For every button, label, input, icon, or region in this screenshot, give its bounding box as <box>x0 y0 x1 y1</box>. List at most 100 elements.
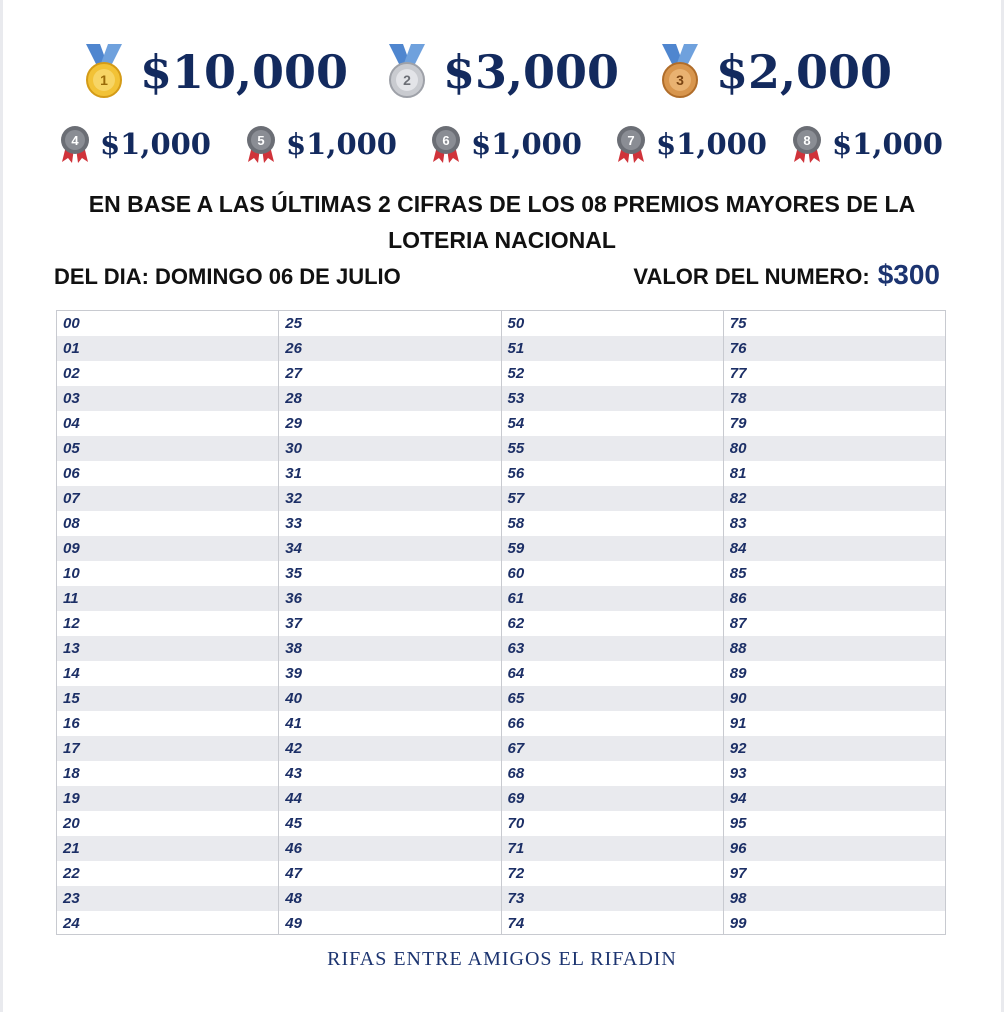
number-cell[interactable]: 95 <box>729 815 747 832</box>
number-cell[interactable]: 22 <box>63 865 80 882</box>
number-cell[interactable]: 16 <box>63 715 80 732</box>
number-cell[interactable]: 45 <box>285 815 302 832</box>
number-cell[interactable]: 26 <box>279 336 501 361</box>
number-cell[interactable]: 60 <box>507 565 525 582</box>
number-cell[interactable]: 49 <box>285 915 302 932</box>
number-cell[interactable]: 09 <box>57 536 279 561</box>
number-cell[interactable]: 08 <box>63 515 80 532</box>
number-cell[interactable]: 65 <box>501 686 723 711</box>
number-cell[interactable]: 39 <box>285 665 302 682</box>
number-cell[interactable]: 78 <box>723 386 945 411</box>
number-cell[interactable]: 89 <box>729 665 747 682</box>
number-cell[interactable]: 15 <box>57 686 279 711</box>
number-cell[interactable]: 76 <box>723 336 945 361</box>
number-cell[interactable]: 53 <box>501 386 723 411</box>
number-cell[interactable]: 11 <box>57 586 279 611</box>
number-cell[interactable]: 19 <box>57 786 279 811</box>
number-cell[interactable]: 18 <box>63 765 80 782</box>
number-cell[interactable]: 87 <box>729 615 747 632</box>
number-cell[interactable]: 48 <box>279 886 501 911</box>
number-cell[interactable]: 36 <box>279 586 501 611</box>
number-cell[interactable]: 81 <box>729 465 747 482</box>
number-cell[interactable]: 17 <box>57 736 279 761</box>
number-cell[interactable]: 58 <box>507 515 525 532</box>
number-cell[interactable]: 30 <box>279 436 501 461</box>
number-cell[interactable]: 50 <box>507 315 525 332</box>
number-cell[interactable]: 20 <box>63 815 80 832</box>
number-cell[interactable]: 41 <box>285 715 302 732</box>
number-cell[interactable]: 97 <box>729 865 747 882</box>
number-cell[interactable]: 44 <box>279 786 501 811</box>
number-cell[interactable]: 10 <box>63 565 80 582</box>
number-cell[interactable]: 73 <box>501 886 723 911</box>
number-cell[interactable]: 47 <box>285 865 302 882</box>
number-cell[interactable]: 55 <box>501 436 723 461</box>
number-cell[interactable]: 85 <box>729 565 747 582</box>
number-cell[interactable]: 84 <box>723 536 945 561</box>
number-cell[interactable]: 40 <box>279 686 501 711</box>
number-cell[interactable]: 93 <box>729 765 747 782</box>
number-cell[interactable]: 13 <box>57 636 279 661</box>
number-cell[interactable]: 91 <box>729 715 747 732</box>
number-cell[interactable]: 12 <box>63 615 80 632</box>
number-cell[interactable]: 28 <box>279 386 501 411</box>
number-cell[interactable]: 02 <box>63 365 80 382</box>
number-cell[interactable]: 74 <box>507 915 525 932</box>
number-cell[interactable]: 01 <box>57 336 279 361</box>
number-cell[interactable]: 72 <box>507 865 525 882</box>
number-cell[interactable]: 21 <box>57 836 279 861</box>
number-cell[interactable]: 27 <box>285 365 302 382</box>
number-cell[interactable]: 82 <box>723 486 945 511</box>
number-cell[interactable]: 86 <box>723 586 945 611</box>
number-cell[interactable]: 25 <box>285 315 302 332</box>
number-cell[interactable]: 61 <box>501 586 723 611</box>
number-cell[interactable]: 03 <box>57 386 279 411</box>
number-cell[interactable]: 71 <box>501 836 723 861</box>
number-cell[interactable]: 51 <box>501 336 723 361</box>
number-cell[interactable]: 38 <box>279 636 501 661</box>
number-cell[interactable]: 70 <box>507 815 525 832</box>
number-cell[interactable]: 77 <box>729 365 747 382</box>
number-cell[interactable]: 83 <box>729 515 747 532</box>
number-cell[interactable]: 80 <box>723 436 945 461</box>
number-cell[interactable]: 68 <box>507 765 525 782</box>
number-cell[interactable]: 59 <box>501 536 723 561</box>
number-cell[interactable]: 32 <box>279 486 501 511</box>
number-cell[interactable]: 46 <box>279 836 501 861</box>
number-cell[interactable]: 69 <box>501 786 723 811</box>
number-cell[interactable]: 35 <box>285 565 302 582</box>
number-cell[interactable]: 31 <box>285 465 302 482</box>
number-cell[interactable]: 06 <box>63 465 80 482</box>
number-cell[interactable]: 99 <box>729 915 747 932</box>
number-cell[interactable]: 05 <box>57 436 279 461</box>
number-cell[interactable]: 64 <box>507 665 525 682</box>
number-cell[interactable]: 42 <box>279 736 501 761</box>
number-cell[interactable]: 90 <box>723 686 945 711</box>
number-cell[interactable]: 14 <box>63 665 80 682</box>
number-cell[interactable]: 52 <box>507 365 525 382</box>
number-cell[interactable]: 62 <box>507 615 525 632</box>
number-cell[interactable]: 56 <box>507 465 525 482</box>
number-cell[interactable]: 92 <box>723 736 945 761</box>
number-cell[interactable]: 88 <box>723 636 945 661</box>
number-cell[interactable]: 94 <box>723 786 945 811</box>
number-cell[interactable]: 37 <box>285 615 302 632</box>
number-cell[interactable]: 63 <box>501 636 723 661</box>
number-cell[interactable]: 43 <box>285 765 302 782</box>
number-cell[interactable]: 07 <box>57 486 279 511</box>
number-cell[interactable]: 54 <box>507 415 525 432</box>
number-cell[interactable]: 66 <box>507 715 525 732</box>
number-cell[interactable]: 00 <box>63 315 80 332</box>
number-cell[interactable]: 57 <box>501 486 723 511</box>
number-cell[interactable]: 67 <box>501 736 723 761</box>
number-cell[interactable]: 79 <box>729 415 747 432</box>
number-cell[interactable]: 96 <box>723 836 945 861</box>
number-cell[interactable]: 75 <box>729 315 747 332</box>
number-cell[interactable]: 34 <box>279 536 501 561</box>
number-cell[interactable]: 23 <box>57 886 279 911</box>
number-cell[interactable]: 98 <box>723 886 945 911</box>
number-cell[interactable]: 24 <box>63 915 80 932</box>
number-cell[interactable]: 04 <box>63 415 80 432</box>
number-cell[interactable]: 29 <box>285 415 302 432</box>
number-cell[interactable]: 33 <box>285 515 302 532</box>
